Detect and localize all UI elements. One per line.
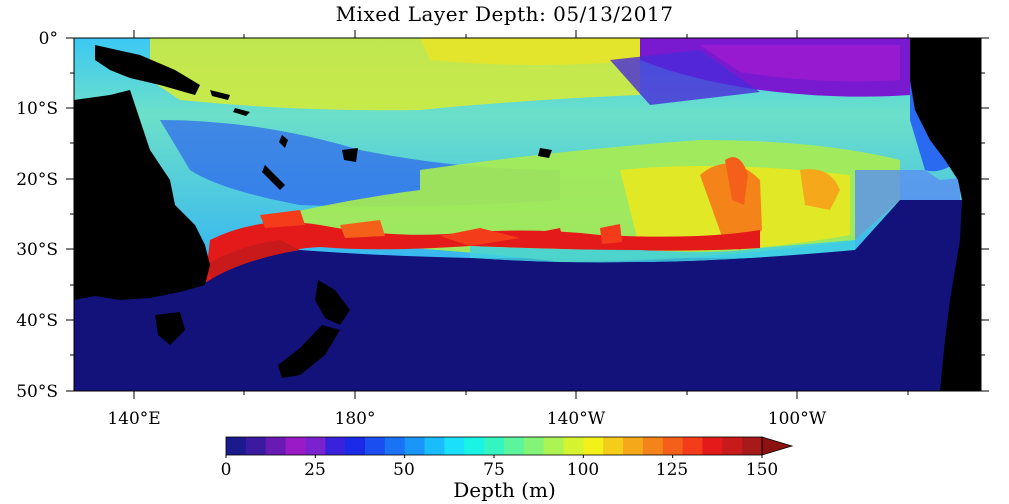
colorbar-swatch [742, 437, 763, 455]
land-masses [74, 38, 981, 391]
colorbar [225, 436, 794, 458]
colorbar-swatch [226, 437, 247, 455]
lat-label: 0° [39, 29, 58, 49]
new-guinea-landmass [95, 45, 200, 95]
colorbar-swatch [464, 437, 485, 455]
lat-label: 40°S [16, 311, 58, 331]
colorbar-swatch [543, 437, 564, 455]
colorbar-swatch [523, 437, 545, 455]
colorbar-tick-labels: 0 25 50 75 100 125 150 [221, 460, 779, 480]
lon-label: 100°W [768, 409, 827, 429]
colorbar-extend-arrow [761, 436, 794, 456]
map-title: Mixed Layer Depth: 05/13/2017 [335, 2, 674, 26]
colorbar-swatch [503, 437, 525, 455]
ocean-field [74, 38, 981, 391]
colorbar-tick-label: 100 [567, 460, 599, 480]
lat-label: 30°S [16, 240, 58, 260]
colorbar-swatch [662, 437, 684, 455]
colorbar-tick-label: 125 [656, 460, 688, 480]
colorbar-swatch [424, 437, 445, 455]
colorbar-tick-label: 50 [393, 460, 415, 480]
colorbar-swatch [702, 437, 723, 455]
south-america-landmass [910, 38, 981, 391]
colorbar-swatch [265, 437, 287, 455]
colorbar-swatch [563, 437, 584, 455]
colorbar-swatch [384, 437, 406, 455]
colorbar-swatch [345, 437, 366, 455]
lon-label: 180° [335, 409, 376, 429]
colorbar-swatch [325, 437, 346, 455]
australia-landmass [74, 90, 210, 300]
colorbar-tick-label: 150 [746, 460, 778, 480]
colorbar-swatch [484, 437, 505, 455]
colorbar-tick-label: 75 [483, 460, 505, 480]
tasmania-landmass [155, 312, 185, 345]
new-zealand-south-island [278, 325, 340, 378]
colorbar-swatch [722, 437, 743, 455]
lon-label: 140°E [107, 409, 160, 429]
colorbar-swatch [364, 437, 386, 455]
lon-label: 140°W [547, 409, 606, 429]
lat-label: 50°S [16, 382, 58, 402]
colorbar-swatch [404, 437, 426, 455]
colorbar-swatch [444, 437, 465, 455]
lat-label: 10°S [16, 99, 58, 119]
lon-ticks [133, 30, 909, 399]
colorbar-swatch [305, 437, 326, 455]
colorbar-label: Depth (m) [453, 478, 556, 502]
colorbar-swatch [682, 437, 703, 455]
colorbar-swatch [623, 437, 644, 455]
colorbar-tick-label: 0 [221, 460, 232, 480]
colorbar-swatch [583, 437, 604, 455]
colorbar-swatch [285, 437, 306, 455]
colorbar-swatch [245, 437, 267, 455]
colorbar-swatch [603, 437, 624, 455]
new-zealand-north-island [315, 280, 350, 325]
lon-labels: 140°E 180° 140°W 100°W [107, 409, 826, 429]
colorbar-swatch [642, 437, 664, 455]
lat-ticks [66, 37, 989, 392]
lat-label: 20°S [16, 170, 58, 190]
colorbar-tick-label: 25 [304, 460, 326, 480]
lat-labels: 0° 10°S 20°S 30°S 40°S 50°S [16, 29, 58, 402]
